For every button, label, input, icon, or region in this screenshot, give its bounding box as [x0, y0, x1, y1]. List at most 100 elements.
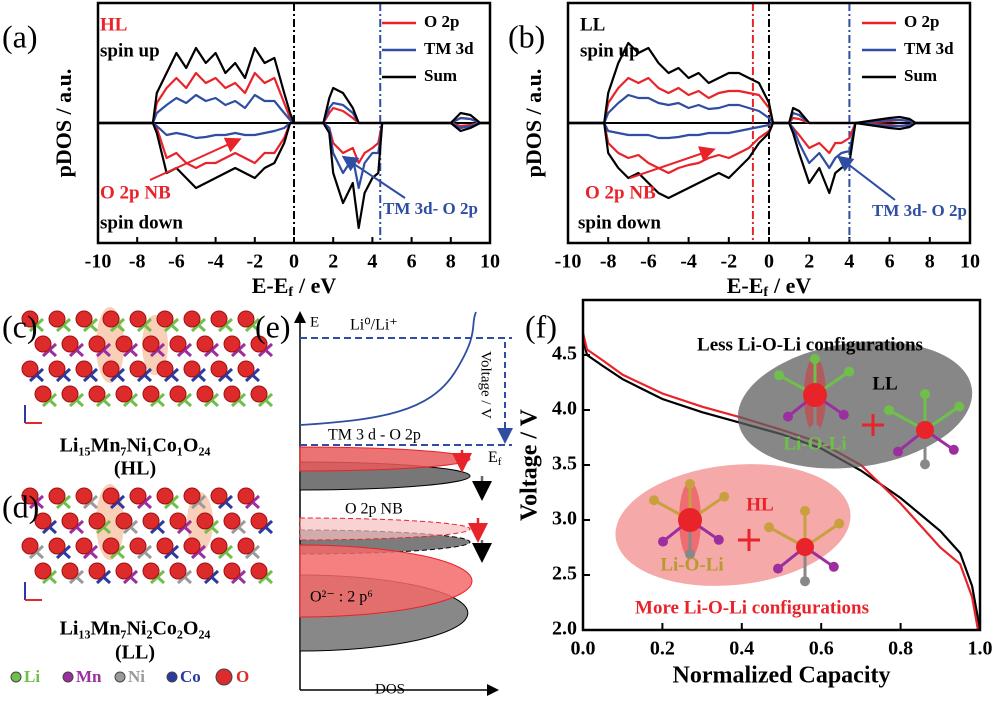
- atom: [88, 512, 106, 530]
- x-tick-label: -4: [207, 251, 224, 273]
- x-tick-label: -10: [85, 251, 112, 273]
- x-tick-label: 2: [804, 251, 814, 273]
- axis-label: DOS: [375, 681, 405, 697]
- panel-label: (c): [2, 308, 38, 344]
- legend-label: TM 3d: [424, 39, 474, 58]
- label: O 2p NB: [345, 501, 403, 518]
- bond: [257, 569, 274, 585]
- bond: [41, 342, 58, 358]
- bond: [28, 494, 45, 510]
- legend-label: Co: [180, 667, 201, 686]
- atom: [75, 310, 93, 328]
- annotation: Li-O-Li: [660, 554, 723, 575]
- y-axis-label: Voltage / V: [517, 408, 543, 521]
- arrow: [836, 155, 896, 201]
- bond: [244, 494, 261, 510]
- atom: [88, 335, 106, 353]
- x-tick-label: -4: [680, 251, 697, 273]
- bond: [55, 317, 72, 333]
- atom: [48, 360, 66, 378]
- x-tick-label: 0: [289, 251, 299, 273]
- atom: [34, 562, 52, 580]
- x-axis-label-part: E-E: [727, 273, 764, 298]
- atom: [800, 506, 810, 516]
- bond: [217, 367, 234, 383]
- bond: [95, 569, 112, 585]
- atom: [156, 360, 174, 378]
- atom: [210, 310, 228, 328]
- atom: [223, 512, 241, 530]
- panel-label: (d): [2, 488, 39, 524]
- dos-line: [98, 46, 490, 125]
- legend-label: O: [236, 667, 249, 686]
- bond: [82, 317, 99, 333]
- atom: [48, 487, 66, 505]
- bond: [109, 494, 126, 510]
- plot-frame: [581, 298, 982, 632]
- bond: [122, 342, 139, 358]
- x-tick-label: 8: [446, 251, 456, 273]
- label: Voltage / V: [478, 351, 494, 419]
- y-tick-label: 3.5: [552, 453, 577, 475]
- bond: [230, 342, 247, 358]
- atom: [142, 385, 160, 403]
- formula: Li₁₅Mn₇Ni₁Co₁O₂₄: [60, 435, 211, 457]
- x-axis-label: Normalized Capacity: [673, 663, 891, 689]
- annotation: O 2p NB: [585, 182, 656, 203]
- bond: [149, 519, 166, 535]
- bond: [109, 367, 126, 383]
- x-tick-label: -8: [129, 251, 146, 273]
- atom: [183, 537, 201, 555]
- atom: [142, 335, 160, 353]
- x-tick-label: 10: [480, 251, 500, 273]
- atom: [649, 495, 659, 506]
- atom: [34, 385, 52, 403]
- x-tick-label: 0.8: [888, 638, 913, 660]
- x-tick-label: 8: [925, 251, 935, 273]
- annotation: LL: [872, 373, 897, 394]
- atom: [183, 487, 201, 505]
- x-tick-label: 6: [885, 251, 895, 273]
- atom: [34, 512, 52, 530]
- bond: [136, 317, 153, 333]
- dos-line: [568, 121, 970, 200]
- bond: [149, 569, 166, 585]
- atom: [783, 411, 793, 422]
- formula-tag: (LL): [115, 642, 155, 664]
- bond: [163, 544, 180, 560]
- bond: [217, 494, 234, 510]
- annotation: More Li-O-Li configurations: [635, 597, 869, 618]
- panel-label: (e): [255, 308, 291, 344]
- annotation: spin up: [580, 40, 640, 61]
- bond: [203, 342, 220, 358]
- bond: [55, 367, 72, 383]
- bond: [109, 317, 126, 333]
- bond: [136, 494, 153, 510]
- atom: [237, 487, 255, 505]
- bond: [203, 569, 220, 585]
- x-axis-label: E-Ef / eV: [727, 273, 812, 300]
- plot-frame: [566, 1, 972, 245]
- bond: [163, 317, 180, 333]
- x-tick-label: -10: [555, 251, 582, 273]
- x-axis-label: E-Ef / eV: [252, 273, 337, 300]
- atom: [685, 549, 695, 560]
- label: Ef: [488, 449, 502, 468]
- annotation: O 2p NB: [100, 182, 171, 203]
- bond: [230, 569, 247, 585]
- x-tick-label: -2: [720, 251, 737, 273]
- bond: [244, 317, 261, 333]
- legend-label: Sum: [424, 66, 457, 85]
- atom: [196, 385, 214, 403]
- legend-atom: [166, 671, 178, 683]
- bond: [122, 569, 139, 585]
- arrow: [149, 137, 242, 181]
- annotation: TM 3d- O 2p: [383, 199, 478, 218]
- label: O²⁻ : 2 p⁶: [310, 589, 373, 606]
- atom: [250, 512, 268, 530]
- plot-layer: -10 -8 -6 -4 -2 0 2 4 6 8 10 O 2p TM 3d Sum pDOS / a.u…: [51, 1, 993, 689]
- bond: [109, 544, 126, 560]
- atom: [169, 385, 187, 403]
- bond: [41, 569, 58, 585]
- y-axis-label: pDOS / a.u.: [51, 69, 76, 178]
